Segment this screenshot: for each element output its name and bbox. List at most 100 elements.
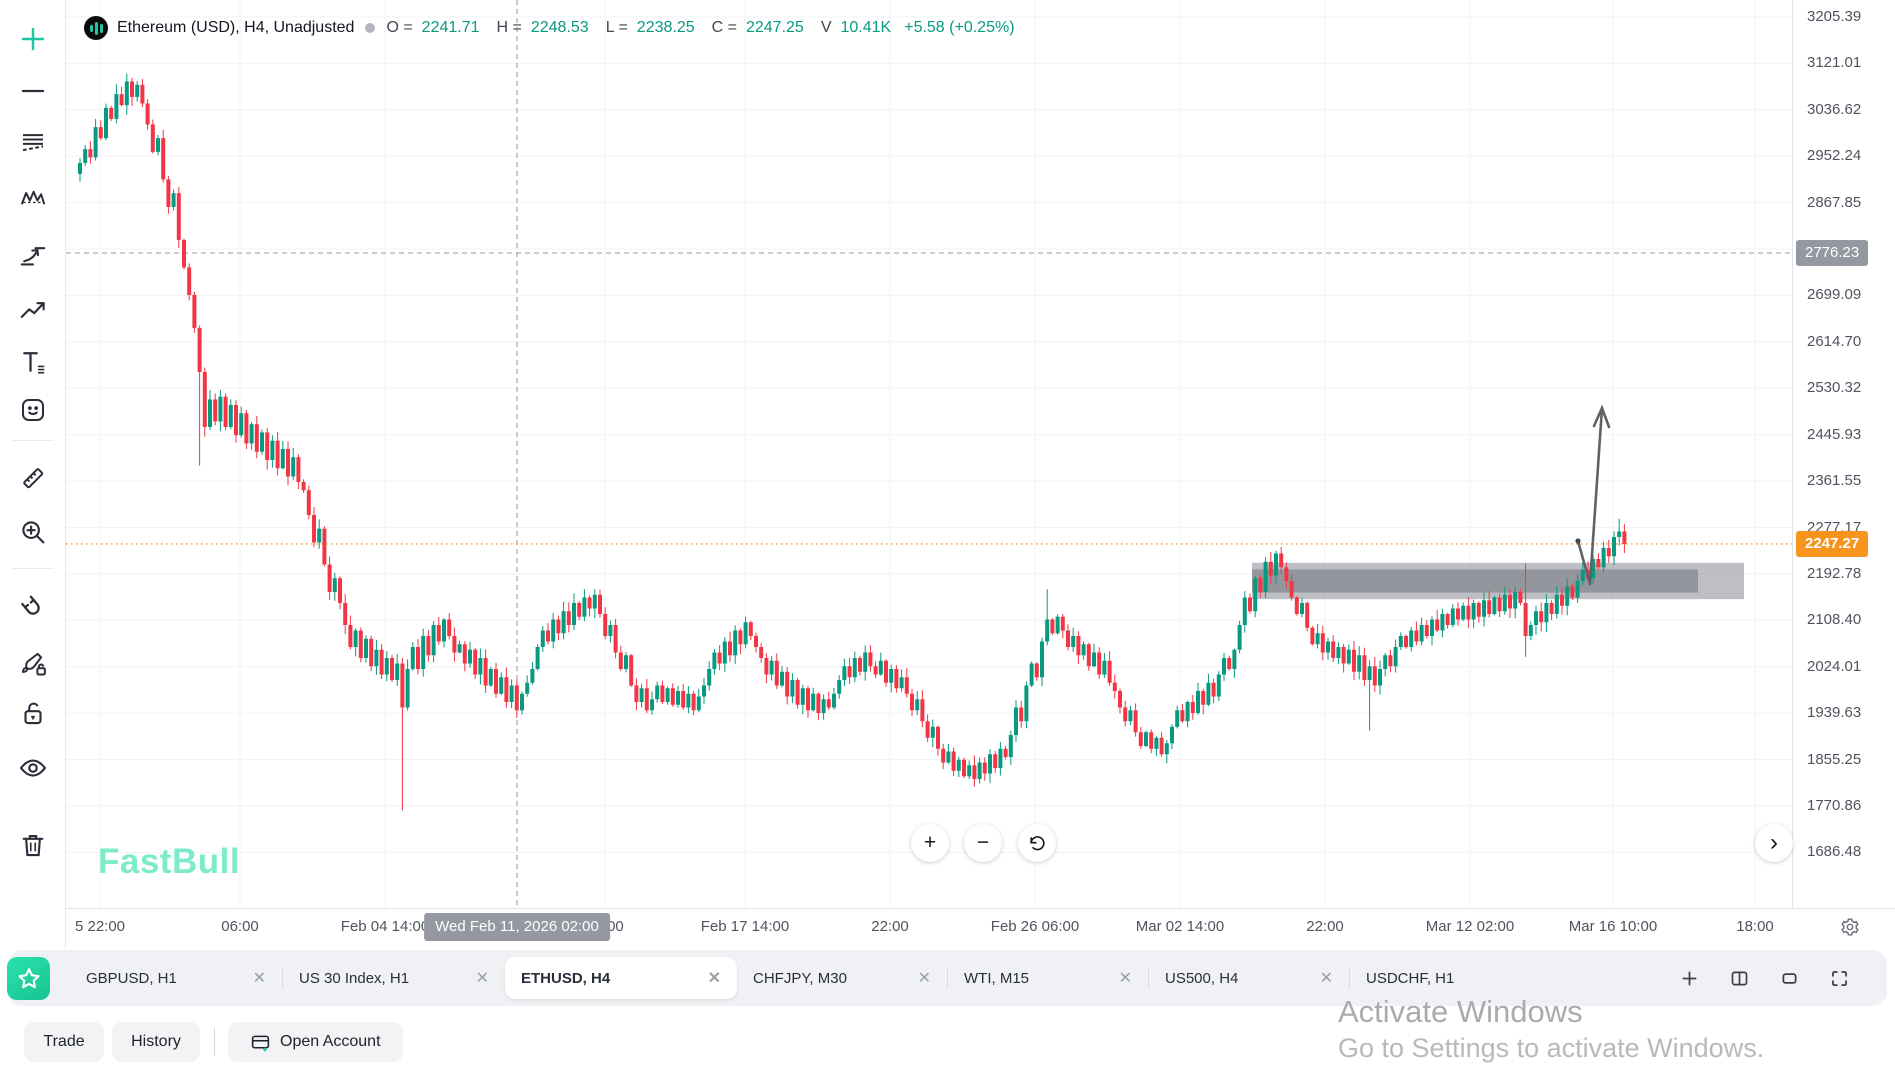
crosshair-time-badge: Wed Feb 11, 2026 02:00 — [424, 913, 610, 941]
hide-all-tool-button[interactable] — [14, 749, 52, 787]
open-value: 2241.71 — [421, 19, 480, 36]
crosshair-price-badge: 2776.23 — [1796, 240, 1869, 266]
symbol-title[interactable]: Ethereum (USD), H4, Unadjusted — [117, 19, 355, 36]
add-chart-button[interactable] — [1677, 966, 1701, 990]
projection-tool-button[interactable] — [14, 236, 52, 274]
brush-lock-tool-button[interactable] — [14, 643, 52, 681]
open-account-button[interactable]: Open Account — [228, 1022, 403, 1062]
split-layout-button[interactable] — [1727, 966, 1751, 990]
price-tick-label: 1855.25 — [1807, 750, 1862, 768]
status-dot-icon — [365, 23, 376, 33]
emoji-icon — [22, 399, 44, 421]
high-value: 2248.53 — [530, 19, 589, 36]
tab-close-icon[interactable]: ✕ — [252, 970, 266, 987]
tab-usdchf[interactable]: USDCHF, H1 — [1350, 957, 1515, 999]
eye-icon — [19, 759, 47, 777]
chart-tabs-bar: GBPUSD, H1 ✕ US 30 Index, H1 ✕ ETHUSD, H4 ✕ CH… — [8, 950, 1887, 1006]
zigzag-icon — [20, 190, 46, 205]
tab-close-icon[interactable]: ✕ — [917, 970, 931, 987]
price-tick-label: 2699.09 — [1807, 286, 1862, 304]
toolbar-divider — [12, 568, 54, 569]
favorites-star-button[interactable] — [7, 957, 50, 1000]
tab-wti[interactable]: WTI, M15 ✕ — [948, 957, 1148, 999]
trend-lines-tool-button[interactable] — [14, 123, 52, 161]
change-value: +5.58 (+0.25%) — [904, 19, 1015, 36]
magnet-icon — [21, 595, 40, 615]
magnet-tool-button[interactable] — [14, 589, 52, 627]
time-axis[interactable]: Wed Feb 11, 2026 02:00 5 22:00 06:00 Feb 0… — [0, 908, 1792, 945]
add-chart-icon — [1682, 971, 1696, 985]
text-icon — [23, 352, 45, 374]
tab-close-icon[interactable]: ✕ — [475, 970, 489, 987]
tab-label: USDCHF, H1 — [1366, 969, 1455, 987]
zoom-in-icon — [22, 521, 45, 544]
pattern-tool-button[interactable] — [14, 179, 52, 217]
emoji-tool-button[interactable] — [14, 391, 52, 429]
chart-settings-gear-icon[interactable] — [1840, 917, 1860, 937]
price-tick-label: 3205.39 — [1807, 7, 1862, 25]
plus-icon — [21, 27, 45, 51]
trade-button[interactable]: Trade — [24, 1022, 104, 1062]
scroll-to-latest-button[interactable]: › — [1755, 824, 1793, 862]
tab-label: WTI, M15 — [964, 969, 1030, 987]
text-tool-button[interactable] — [14, 343, 52, 381]
crosshair-tool-button[interactable] — [14, 20, 52, 58]
arrow-trend-tool-button[interactable] — [14, 291, 52, 329]
history-button[interactable]: History — [112, 1022, 200, 1062]
time-tick-label: Mar 16 10:00 — [1568, 918, 1658, 935]
high-label: H = — [496, 19, 522, 36]
reset-chart-button[interactable] — [1018, 824, 1056, 862]
tab-close-icon[interactable]: ✕ — [707, 970, 721, 987]
time-tick-label: Feb 04 14:00 — [340, 918, 430, 935]
tab-separator — [282, 967, 283, 989]
last-price-badge: 2247.27 — [1796, 530, 1869, 557]
price-axis[interactable]: 2776.23 2247.27 3205.39 3121.01 3036.62 295… — [1792, 0, 1895, 945]
tab-label: US500, H4 — [1165, 969, 1239, 987]
zoom-in-tool-button[interactable] — [14, 513, 52, 551]
zoom-out-button[interactable]: − — [964, 824, 1002, 862]
close-value: 2247.25 — [745, 19, 804, 36]
brush-lock-icon — [22, 652, 46, 676]
reset-icon — [1029, 835, 1045, 850]
close-label: C = — [711, 19, 737, 36]
trash-icon — [22, 834, 44, 857]
bottombar-divider — [214, 1028, 215, 1056]
price-tick-label: 2024.01 — [1807, 657, 1862, 675]
tab-us500[interactable]: US500, H4 ✕ — [1149, 957, 1349, 999]
drawing-toolbar — [0, 0, 66, 948]
tab-us-30-index[interactable]: US 30 Index, H1 ✕ — [283, 957, 505, 999]
tab-close-icon[interactable]: ✕ — [1118, 970, 1132, 987]
lock-tool-button[interactable] — [14, 694, 52, 732]
hline-icon — [21, 89, 45, 93]
measure-tool-button[interactable] — [14, 459, 52, 497]
price-tick-label: 3121.01 — [1807, 54, 1862, 72]
price-tick-label: 2192.78 — [1807, 564, 1862, 582]
tab-gbpusd[interactable]: GBPUSD, H1 ✕ — [70, 957, 282, 999]
open-account-label: Open Account — [280, 1033, 381, 1050]
price-tick-label: 2361.55 — [1807, 472, 1862, 490]
delete-tool-button[interactable] — [14, 826, 52, 864]
toolbar-divider — [12, 440, 54, 441]
time-tick-label: Feb 26 06:00 — [990, 918, 1080, 935]
zoom-in-button[interactable]: + — [911, 824, 949, 862]
single-window-button[interactable] — [1777, 966, 1801, 990]
tab-chfjpy[interactable]: CHFJPY, M30 ✕ — [737, 957, 947, 999]
fastbull-logo-icon — [84, 16, 108, 40]
low-label: L = — [605, 19, 628, 36]
tab-label: ETHUSD, H4 — [521, 969, 611, 987]
tab-label: US 30 Index, H1 — [299, 969, 410, 987]
horizontal-line-tool-button[interactable] — [14, 72, 52, 110]
chart-canvas[interactable] — [66, 0, 1792, 908]
low-value: 2238.25 — [636, 19, 695, 36]
fastbull-watermark: FastBull — [98, 842, 241, 881]
star-icon — [17, 967, 40, 988]
tab-close-icon[interactable]: ✕ — [1319, 970, 1333, 987]
candlestick-chart[interactable] — [66, 0, 1792, 908]
time-tick-label: Mar 12 02:00 — [1425, 918, 1515, 935]
tab-ethusd[interactable]: ETHUSD, H4 ✕ — [505, 957, 737, 999]
volume-value: 10.41K — [840, 19, 892, 36]
price-tick-label: 1939.63 — [1807, 704, 1862, 722]
fullscreen-button[interactable] — [1827, 966, 1851, 990]
curve-arrow-icon — [20, 247, 46, 266]
